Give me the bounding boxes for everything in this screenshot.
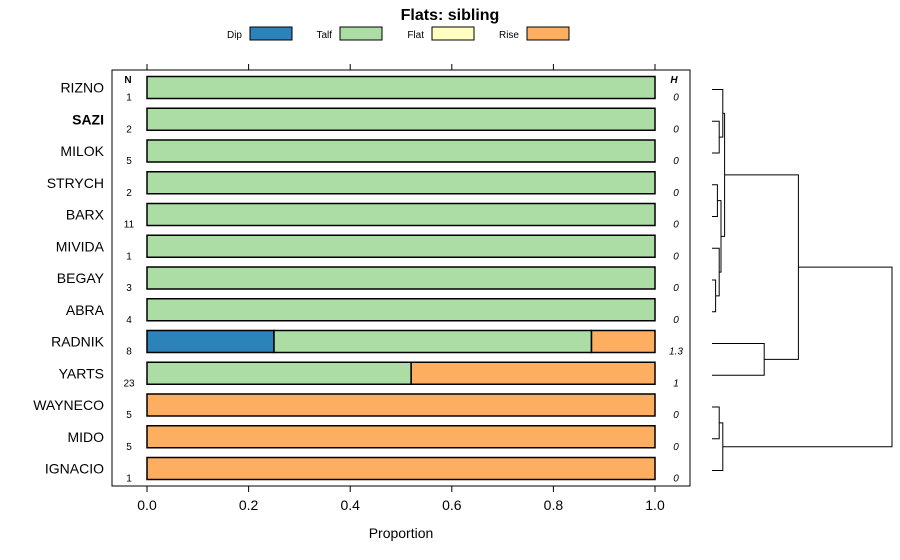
x-tick-label: 0.2	[239, 497, 259, 513]
x-tick-label: 0.8	[544, 497, 564, 513]
row-n-value: 4	[126, 315, 132, 326]
row-n-value: 11	[124, 220, 135, 231]
legend-swatch-dip	[249, 26, 293, 41]
x-axis-label: Proportion	[369, 525, 434, 541]
n-column-header: N	[124, 75, 131, 86]
bar-segment-talf	[273, 329, 593, 354]
row-n-value: 5	[126, 410, 132, 421]
row-n-value: 3	[126, 283, 132, 294]
row-h-value: 0	[673, 283, 679, 294]
row-h-value: 0	[673, 315, 679, 326]
row-label: ABRA	[66, 302, 105, 318]
row-h-value: 1.3	[669, 347, 683, 358]
legend-swatch-flat	[431, 26, 475, 41]
dendrogram-branch	[712, 422, 724, 471]
row-label: MIDO	[67, 429, 104, 445]
bar-segment-talf	[146, 298, 656, 322]
bar-segment-talf	[146, 171, 656, 195]
h-column-header: H	[670, 75, 678, 86]
bar-segment-talf	[146, 139, 656, 163]
dendrogram-branch	[712, 89, 724, 138]
row-h-value: 0	[673, 188, 679, 199]
row-label: RIZNO	[60, 80, 104, 96]
row-label: IGNACIO	[45, 461, 104, 477]
legend-label-talf: Talf	[316, 30, 332, 41]
row-h-value: 0	[673, 410, 679, 421]
plot-frame	[111, 69, 691, 487]
row-label: SAZI	[72, 111, 104, 127]
row-h-value: 0	[673, 156, 679, 167]
row-label: RADNIK	[51, 334, 105, 350]
row-h-value: 0	[673, 474, 679, 485]
row-n-value: 8	[126, 347, 132, 358]
row-n-value: 2	[126, 188, 132, 199]
dendrogram-branch	[712, 406, 720, 440]
bar-segment-rise	[146, 456, 656, 481]
dendrogram-branch	[724, 174, 799, 360]
bar-segment-rise	[590, 329, 656, 354]
dendrogram-branch	[712, 184, 718, 217]
dendrogram-branch	[722, 266, 893, 448]
row-h-value: 1	[673, 378, 679, 389]
legend: Dip Talf Flat Rise	[227, 26, 570, 41]
dendrogram-branch	[712, 343, 765, 376]
row-label: BARX	[66, 207, 105, 223]
row-label: YARTS	[59, 365, 104, 381]
legend-label-flat: Flat	[407, 30, 424, 41]
row-label: WAYNECO	[33, 397, 104, 413]
row-h-value: 0	[673, 251, 679, 262]
bar-segment-rise	[146, 393, 656, 417]
bar-segment-rise	[410, 361, 656, 385]
row-n-value: 1	[126, 251, 132, 262]
x-tick-label: 0.6	[442, 497, 462, 513]
dendrogram-branch	[712, 279, 717, 313]
bar-segment-talf	[146, 361, 412, 385]
row-n-value: 1	[126, 93, 132, 104]
chart-title: Flats: sibling	[401, 7, 500, 24]
x-tick-label: 1.0	[645, 497, 665, 513]
x-tick-label: 0.0	[137, 497, 157, 513]
bar-segment-talf	[146, 234, 656, 258]
row-h-value: 0	[673, 442, 679, 453]
legend-label-dip: Dip	[227, 30, 242, 41]
bar-segment-talf	[146, 107, 656, 131]
row-h-value: 0	[673, 220, 679, 231]
bar-segment-dip	[146, 329, 275, 354]
row-n-value: 5	[126, 442, 132, 453]
bar-segment-talf	[146, 75, 656, 100]
row-label: BEGAY	[57, 270, 105, 286]
row-label: MILOK	[60, 143, 104, 159]
row-label: STRYCH	[47, 175, 104, 191]
legend-label-rise: Rise	[499, 30, 519, 41]
legend-swatch-rise	[526, 26, 570, 41]
bar-segment-talf	[146, 266, 656, 290]
bar-segment-talf	[146, 202, 656, 227]
row-n-value: 5	[126, 156, 132, 167]
row-n-value: 23	[123, 378, 135, 389]
row-label: MIVIDA	[56, 238, 105, 254]
x-axis: 0.0 0.2 0.4 0.6 0.8 1.0	[137, 64, 665, 513]
x-tick-label: 0.4	[340, 497, 360, 513]
dendrogram	[712, 89, 893, 471]
bar-segment-rise	[146, 425, 656, 449]
legend-swatch-talf	[339, 26, 383, 41]
row-h-value: 0	[673, 93, 679, 104]
row-n-value: 2	[126, 124, 132, 135]
row-n-value: 1	[126, 474, 132, 485]
dendrogram-branch	[712, 120, 720, 154]
row-h-value: 0	[673, 124, 679, 135]
